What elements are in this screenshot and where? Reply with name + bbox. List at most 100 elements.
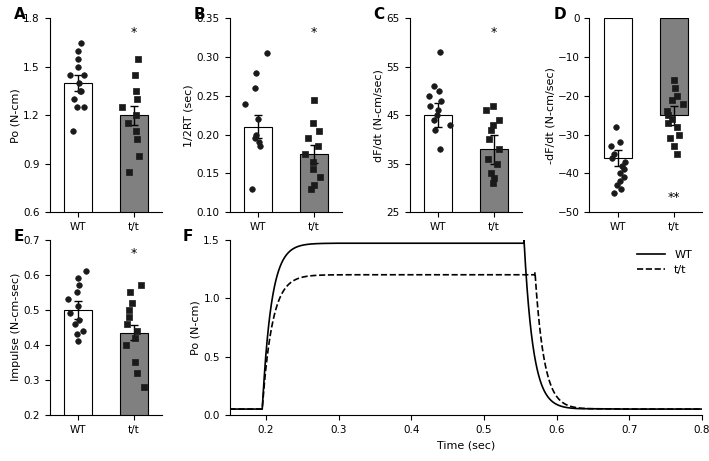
Point: [240, 100, 251, 107]
WT: [698, 406, 707, 412]
Point: [250, 135, 261, 142]
Point: [254, 142, 265, 150]
Line: t/t: t/t: [230, 272, 709, 409]
Point: [72, 275, 84, 282]
Point: [620, 158, 631, 165]
Point: [664, 135, 676, 142]
Point: [488, 102, 499, 109]
Point: [677, 100, 688, 107]
Point: [252, 115, 263, 123]
Bar: [660, 18, 688, 115]
Point: [131, 136, 143, 143]
Point: [131, 95, 143, 103]
Point: [307, 158, 318, 165]
Text: A: A: [13, 7, 26, 22]
Y-axis label: Impulse (N-cm-sec): Impulse (N-cm-sec): [11, 273, 21, 382]
Point: [610, 123, 622, 130]
WT: [698, 406, 707, 412]
Point: [614, 177, 625, 185]
Text: *: *: [131, 26, 137, 39]
Text: F: F: [182, 229, 193, 244]
Point: [130, 128, 141, 135]
Point: [673, 131, 684, 138]
Point: [313, 127, 325, 135]
Point: [121, 320, 133, 327]
Point: [72, 63, 84, 71]
Point: [428, 83, 440, 90]
Point: [666, 96, 678, 103]
Point: [608, 189, 620, 196]
Point: [616, 162, 627, 169]
Point: [120, 341, 131, 349]
Text: B: B: [194, 7, 205, 22]
Point: [661, 108, 673, 115]
Point: [608, 150, 619, 158]
Point: [72, 47, 84, 54]
Point: [483, 136, 494, 143]
WT: [520, 237, 528, 243]
Point: [615, 185, 627, 193]
Point: [615, 170, 626, 177]
Point: [605, 142, 617, 150]
Point: [670, 84, 681, 92]
Y-axis label: -dF/dt (N-cm/sec): -dF/dt (N-cm/sec): [545, 67, 555, 164]
Point: [312, 142, 323, 150]
t/t: [531, 270, 540, 275]
WT: [609, 406, 618, 412]
Point: [307, 166, 318, 173]
Point: [486, 126, 497, 134]
Point: [69, 320, 81, 327]
Point: [71, 104, 82, 111]
Point: [308, 96, 319, 103]
Point: [432, 106, 443, 114]
Bar: [120, 332, 148, 461]
Bar: [300, 154, 328, 290]
Point: [487, 121, 498, 129]
Text: *: *: [491, 26, 497, 39]
Point: [80, 267, 91, 275]
t/t: [250, 406, 259, 412]
Point: [74, 79, 85, 87]
Point: [493, 145, 504, 153]
Bar: [423, 115, 452, 212]
Point: [308, 119, 319, 127]
Text: **: **: [668, 191, 680, 204]
t/t: [609, 406, 618, 412]
Point: [250, 131, 262, 138]
Point: [138, 383, 149, 390]
Point: [671, 150, 683, 158]
WT: [250, 406, 259, 412]
Point: [116, 104, 128, 111]
Point: [72, 337, 84, 345]
Point: [254, 139, 265, 146]
Point: [73, 302, 84, 310]
Point: [71, 331, 82, 338]
Bar: [64, 310, 91, 461]
Y-axis label: Po (N-cm): Po (N-cm): [191, 300, 201, 355]
Text: D: D: [554, 7, 566, 22]
Text: E: E: [13, 229, 24, 244]
Point: [132, 369, 143, 377]
Text: *: *: [131, 247, 137, 260]
Text: C: C: [374, 7, 385, 22]
Point: [124, 289, 135, 296]
Point: [445, 121, 456, 129]
Y-axis label: 1/2RT (sec): 1/2RT (sec): [184, 84, 194, 147]
Point: [62, 296, 73, 303]
Point: [300, 150, 311, 158]
Point: [65, 71, 76, 79]
Point: [65, 310, 76, 317]
Point: [75, 39, 86, 47]
Point: [130, 334, 141, 342]
WT: [462, 241, 471, 246]
Point: [131, 327, 143, 335]
Point: [666, 115, 678, 123]
Point: [133, 152, 145, 160]
Point: [308, 181, 320, 189]
Point: [481, 106, 492, 114]
t/t: [449, 272, 457, 278]
Point: [314, 173, 325, 181]
Point: [79, 104, 90, 111]
WT: [225, 406, 234, 412]
Point: [671, 92, 683, 100]
